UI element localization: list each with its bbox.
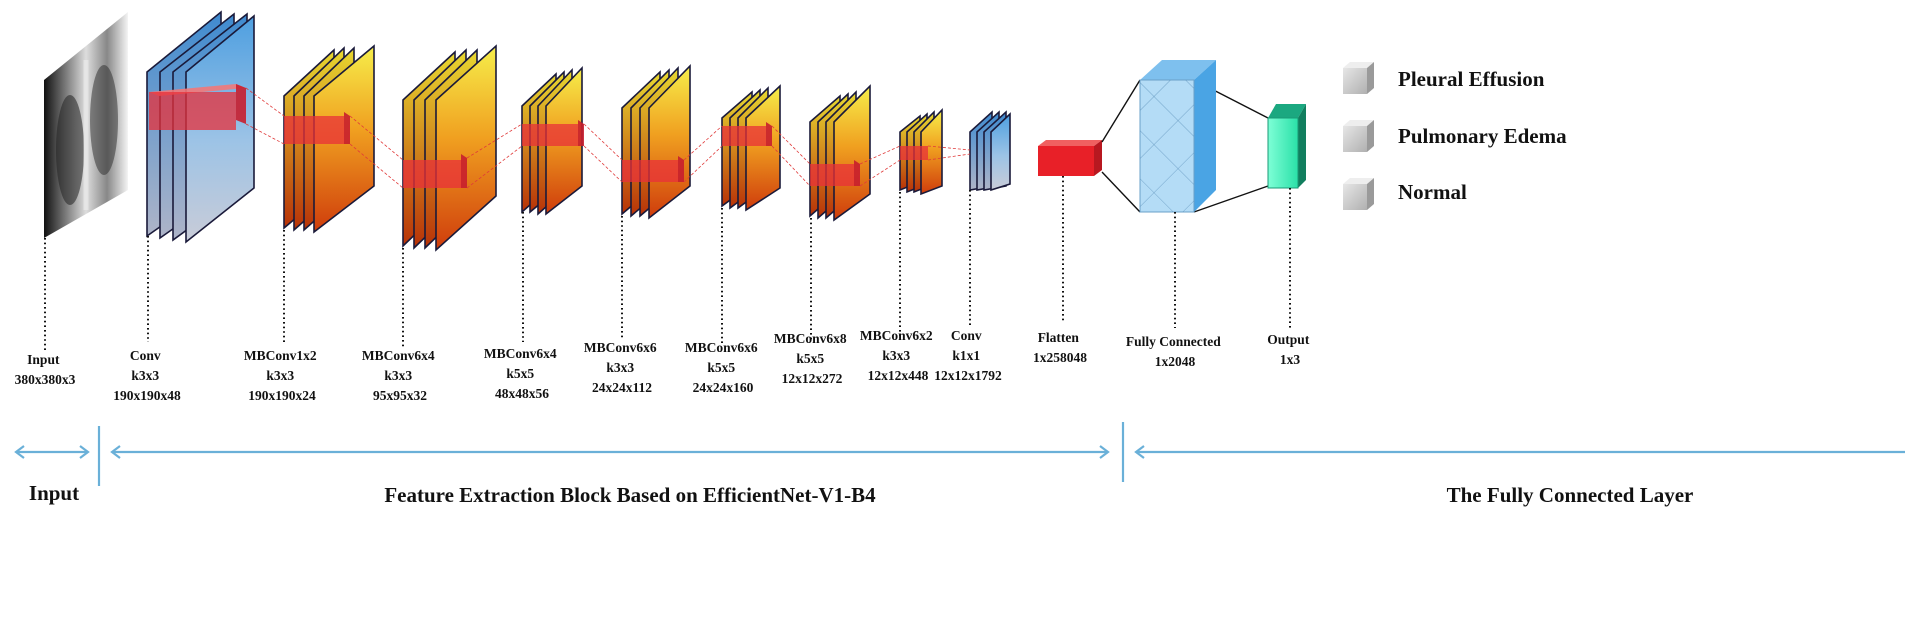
label-mbconv4: MBConv6x6 k3x3 24x24x112: [584, 340, 660, 395]
section-label-input: Input: [29, 481, 79, 505]
legend-cube-icon-3: [1343, 178, 1374, 210]
label-mbconv3: MBConv6x4 k5x5 48x48x56: [484, 346, 560, 401]
label-mbconv2: MBConv6x4 k3x3 95x95x32: [362, 348, 438, 403]
fully-connected-block: [1139, 60, 1216, 213]
output-block: [1267, 104, 1306, 189]
mbconv5-feature-maps: [721, 84, 781, 212]
label-mbconv6: MBConv6x8 k5x5 12x12x272: [774, 331, 850, 386]
mbconv3-feature-maps: [521, 65, 584, 216]
kernel-projection-lines: [245, 87, 971, 189]
legend-label-pleural-effusion: Pleural Effusion: [1398, 67, 1545, 91]
section-label-fully-connected: The Fully Connected Layer: [1447, 483, 1694, 507]
conv1-kernel-block: [149, 84, 246, 130]
mbconv7-feature-maps: [899, 108, 943, 196]
mbconv2-feature-maps: [402, 44, 497, 252]
mbconv1-feature-maps: [283, 44, 375, 234]
label-fully-connected: Fully Connected 1x2048: [1126, 334, 1224, 369]
mbconv6-feature-maps: [809, 84, 871, 222]
legend: Pleural Effusion Pulmonary Edema Normal: [1343, 62, 1567, 210]
section-label-feature-extraction: Feature Extraction Block Based on Effici…: [384, 483, 876, 507]
legend-cube-icon-2: [1343, 120, 1374, 152]
label-mbconv1: MBConv1x2 k3x3 190x190x24: [244, 348, 320, 403]
label-flatten: Flatten 1x258048: [1033, 330, 1087, 365]
label-output: Output 1x3: [1267, 332, 1312, 367]
legend-label-pulmonary-edema: Pulmonary Edema: [1398, 124, 1567, 148]
mbconv4-feature-maps: [621, 64, 691, 220]
label-conv2: Conv k1x1 12x12x1792: [934, 328, 1002, 383]
legend-label-normal: Normal: [1398, 180, 1467, 204]
label-conv1: Conv k3x3 190x190x48: [113, 348, 181, 403]
legend-cube-icon-1: [1343, 62, 1374, 94]
input-xray-image: [44, 12, 128, 238]
label-input: Input 380x380x3: [15, 352, 76, 387]
conv1-feature-maps: [146, 10, 255, 244]
layer-labels: Input 380x380x3 Conv k3x3 190x190x48 MBC…: [15, 328, 1312, 403]
label-mbconv5: MBConv6x6 k5x5 24x24x160: [685, 340, 761, 395]
label-mbconv7: MBConv6x2 k3x3 12x12x448: [860, 328, 936, 383]
section-brackets: [14, 422, 1905, 486]
flatten-block: [1038, 140, 1102, 176]
conv2-feature-maps: [969, 110, 1011, 192]
